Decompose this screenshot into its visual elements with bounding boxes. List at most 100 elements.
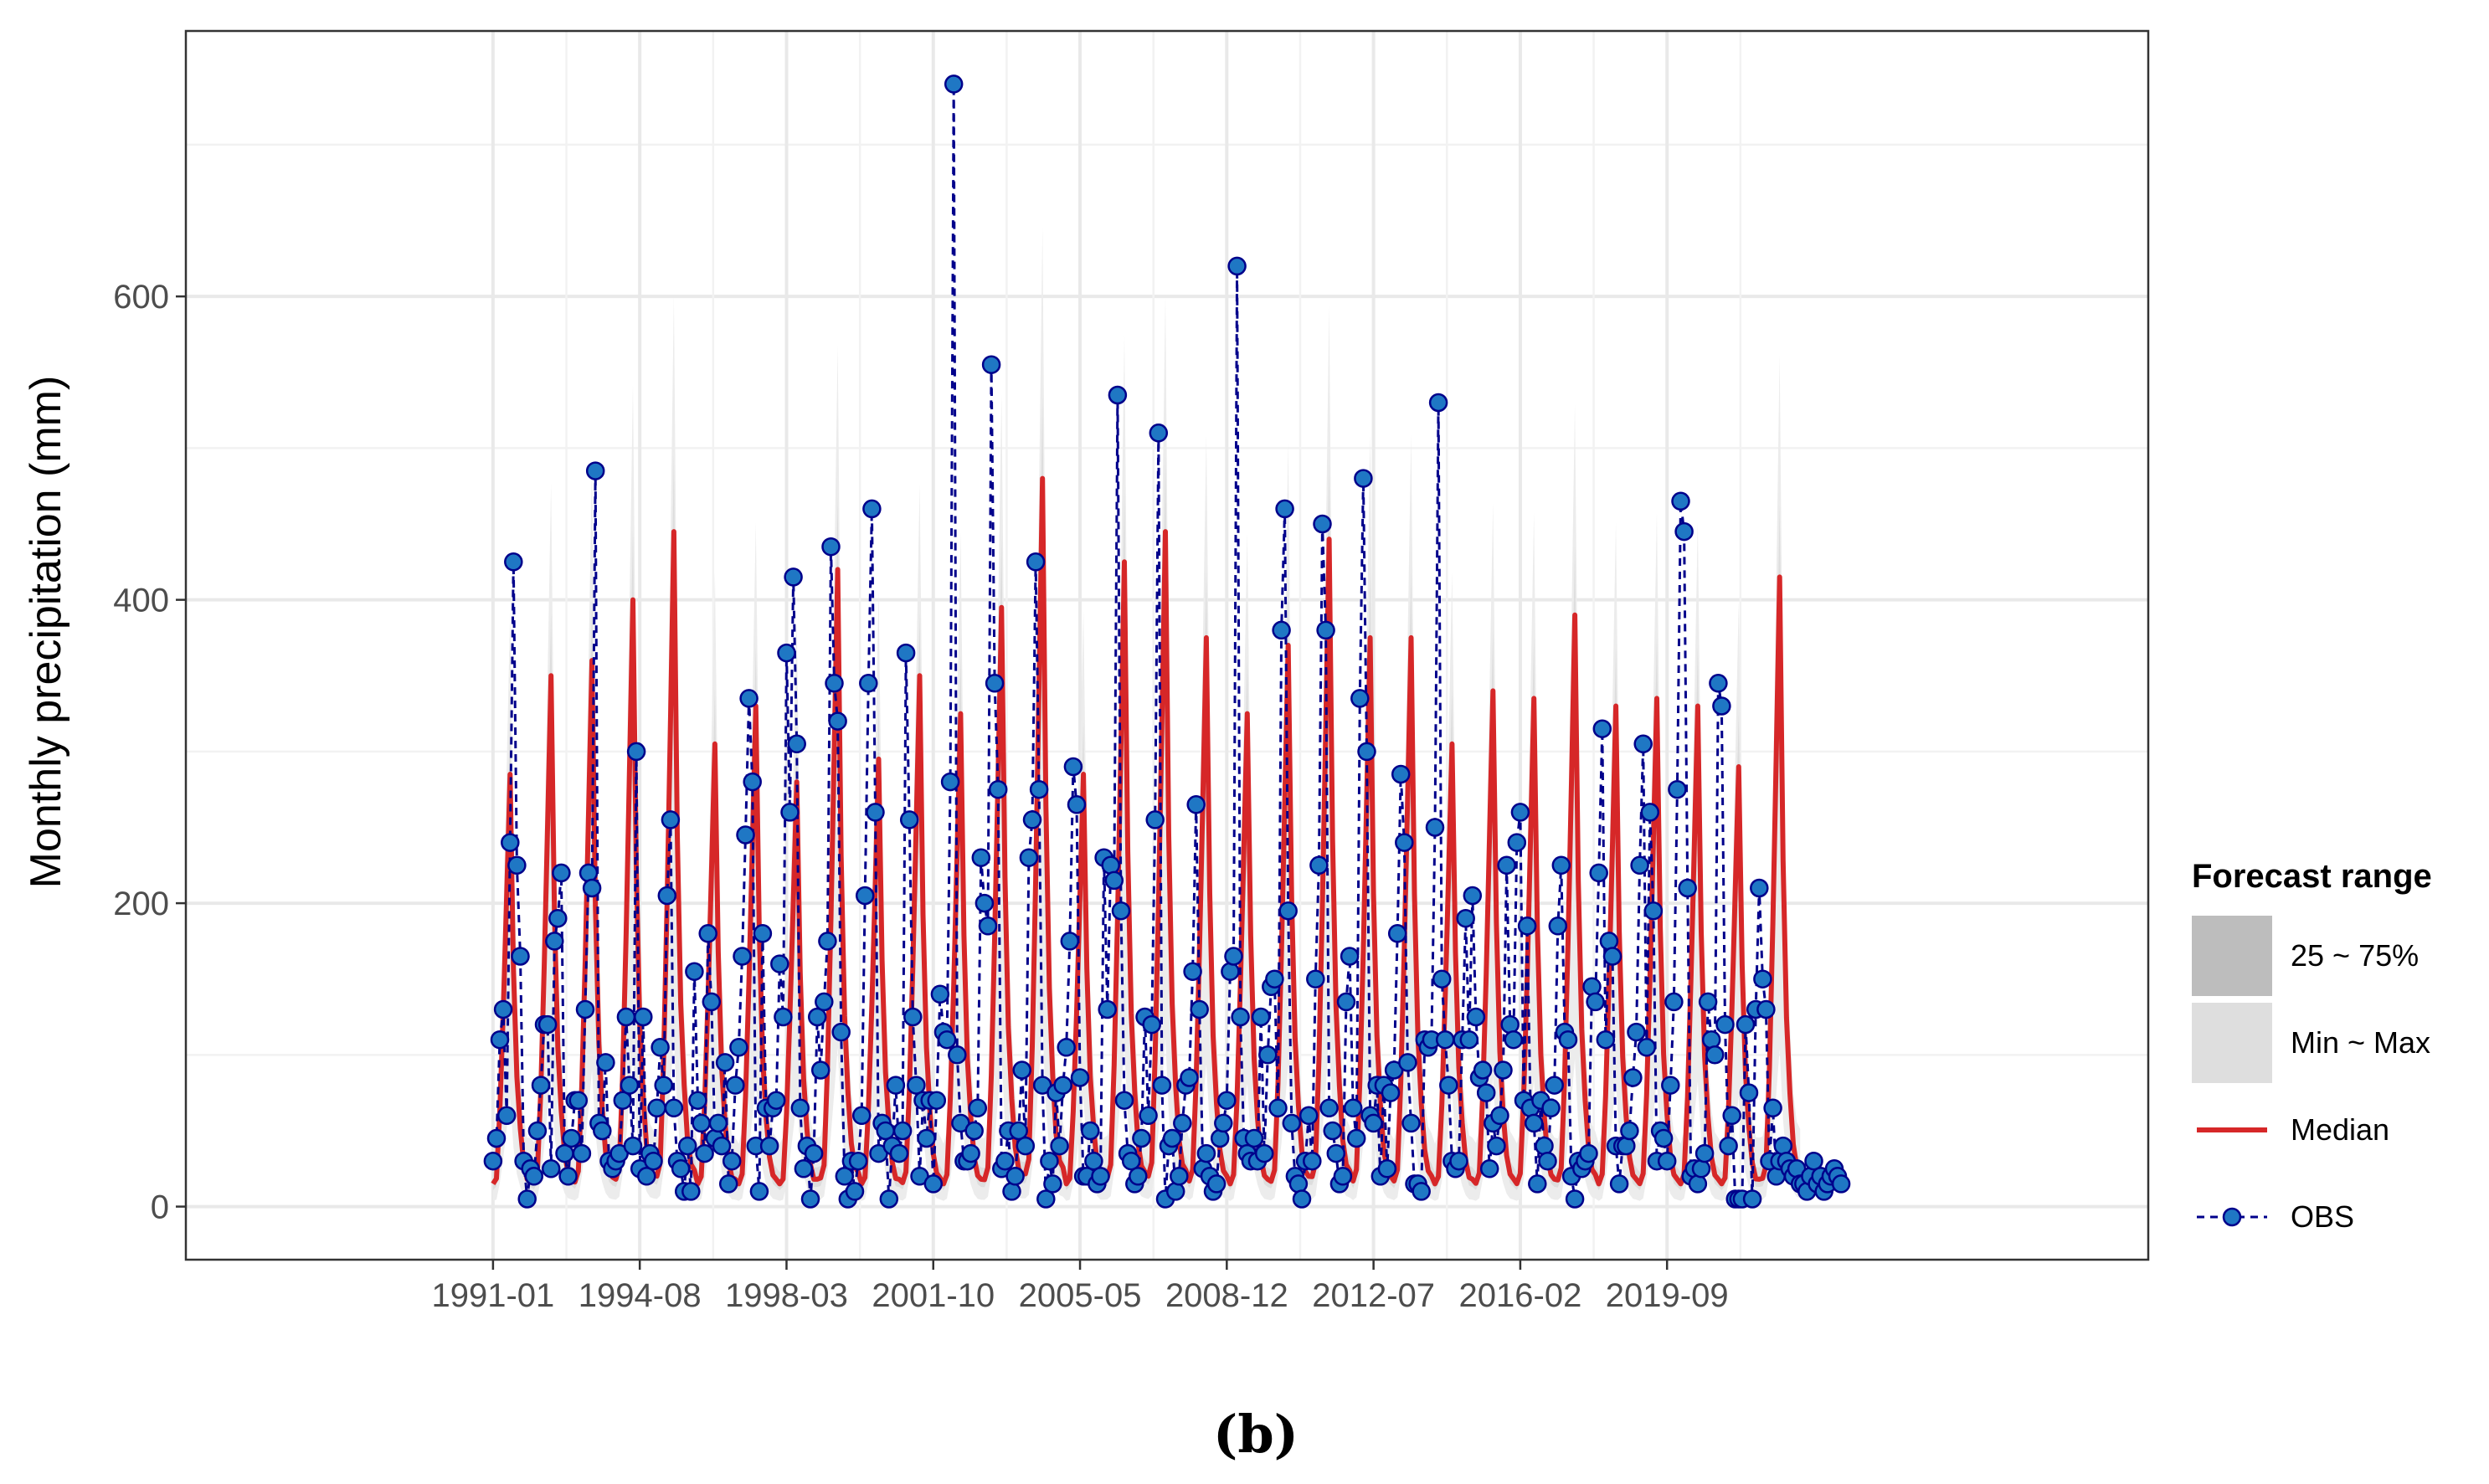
obs-point — [1350, 689, 1370, 708]
obs-point — [483, 1151, 503, 1171]
obs-point — [1719, 1136, 1738, 1156]
obs-point — [1196, 1143, 1216, 1163]
obs-point — [1763, 1098, 1782, 1118]
legend-label: Min ~ Max — [2291, 1025, 2430, 1060]
y-tick-label: 600 — [113, 279, 169, 316]
obs-point — [1507, 833, 1527, 852]
obs-point — [1432, 969, 1452, 988]
obs-point — [1742, 1189, 1762, 1209]
obs-point — [787, 734, 806, 754]
obs-point — [937, 1030, 957, 1050]
legend-entry-median: Median — [2192, 1090, 2389, 1170]
obs-point — [1005, 1167, 1025, 1186]
obs-point — [708, 1113, 728, 1133]
obs-point — [504, 552, 523, 572]
x-tick-label: 1991-01 — [431, 1277, 554, 1314]
obs-point — [677, 1136, 697, 1156]
obs-point — [1387, 924, 1407, 943]
obs-point — [940, 772, 960, 792]
obs-point — [562, 1128, 581, 1148]
obs-point — [1756, 999, 1776, 1019]
obs-point — [1630, 855, 1649, 876]
obs-point — [1265, 969, 1284, 988]
obs-point — [753, 924, 773, 943]
obs-point — [493, 999, 513, 1019]
obs-point — [903, 1007, 923, 1027]
obs-point — [1170, 1167, 1189, 1186]
y-axis-ticks: 0 200 400 600 — [113, 279, 186, 1226]
legend-key-band — [2192, 916, 2272, 996]
obs-point — [1524, 1113, 1544, 1133]
obs-point — [899, 810, 919, 829]
obs-point — [1121, 1151, 1141, 1171]
obs-point — [1336, 992, 1356, 1012]
obs-point — [1476, 1083, 1496, 1102]
obs-point — [1036, 1189, 1056, 1209]
obs-point — [681, 1182, 701, 1201]
obs-point — [828, 711, 847, 731]
obs-point — [985, 674, 1005, 693]
obs-point — [1091, 1167, 1110, 1186]
obs-point — [1002, 1182, 1021, 1201]
obs-point — [1210, 1128, 1230, 1148]
obs-point — [866, 803, 885, 822]
obs-point — [1582, 977, 1602, 997]
obs-point — [971, 848, 991, 867]
obs-point — [1428, 393, 1448, 413]
obs-point — [1108, 385, 1128, 405]
x-tick-label: 2016-02 — [1459, 1277, 1582, 1314]
figure-caption: (b) — [1213, 1404, 1298, 1465]
y-tick-label: 200 — [113, 886, 169, 922]
obs-point — [978, 917, 998, 936]
obs-point — [501, 833, 520, 852]
obs-point — [1599, 932, 1619, 951]
obs-point — [815, 992, 834, 1012]
obs-point — [616, 1007, 636, 1027]
obs-point — [558, 1167, 578, 1186]
obs-point — [879, 1189, 899, 1209]
obs-point — [1753, 969, 1772, 988]
obs-point — [695, 1143, 714, 1163]
obs-point — [1500, 1014, 1520, 1035]
obs-point — [1129, 1167, 1148, 1186]
obs-point — [1661, 1076, 1680, 1095]
obs-point — [1282, 1113, 1302, 1133]
obs-point — [1098, 999, 1117, 1019]
obs-point — [961, 1143, 980, 1163]
obs-point — [1070, 1068, 1090, 1087]
obs-point — [1657, 1151, 1677, 1171]
obs-point — [1333, 1167, 1353, 1186]
obs-point — [548, 908, 568, 928]
obs-point — [1050, 1136, 1069, 1156]
obs-point — [1104, 870, 1124, 891]
obs-point — [859, 674, 878, 693]
obs-point — [1165, 1182, 1185, 1201]
obs-point — [507, 855, 527, 876]
obs-point — [552, 863, 571, 883]
obs-point — [1688, 1174, 1708, 1194]
obs-point — [712, 1136, 732, 1156]
obs-point — [1016, 1136, 1036, 1156]
obs-point — [654, 1076, 673, 1095]
obs-point — [1067, 795, 1087, 814]
obs-point — [1152, 1076, 1172, 1095]
obs-point — [692, 1113, 711, 1133]
obs-point — [1251, 1007, 1271, 1027]
obs-point — [981, 355, 1001, 374]
y-axis-title: Monthly precipitation (mm) — [22, 376, 70, 889]
x-tick-label: 1998-03 — [725, 1277, 848, 1314]
obs-point — [759, 1136, 779, 1156]
obs-point — [1466, 1007, 1486, 1027]
obs-point — [1602, 947, 1622, 966]
obs-point — [722, 1151, 742, 1171]
obs-point — [593, 1121, 612, 1141]
obs-point — [810, 1060, 831, 1080]
obs-point — [1705, 1045, 1725, 1065]
obs-point — [1664, 992, 1684, 1012]
obs-point — [634, 1007, 653, 1027]
obs-point — [766, 1091, 786, 1110]
x-tick-label: 1994-08 — [579, 1277, 702, 1314]
obs-point — [1449, 1151, 1468, 1171]
obs-point — [1497, 855, 1516, 876]
obs-point — [807, 1007, 827, 1027]
